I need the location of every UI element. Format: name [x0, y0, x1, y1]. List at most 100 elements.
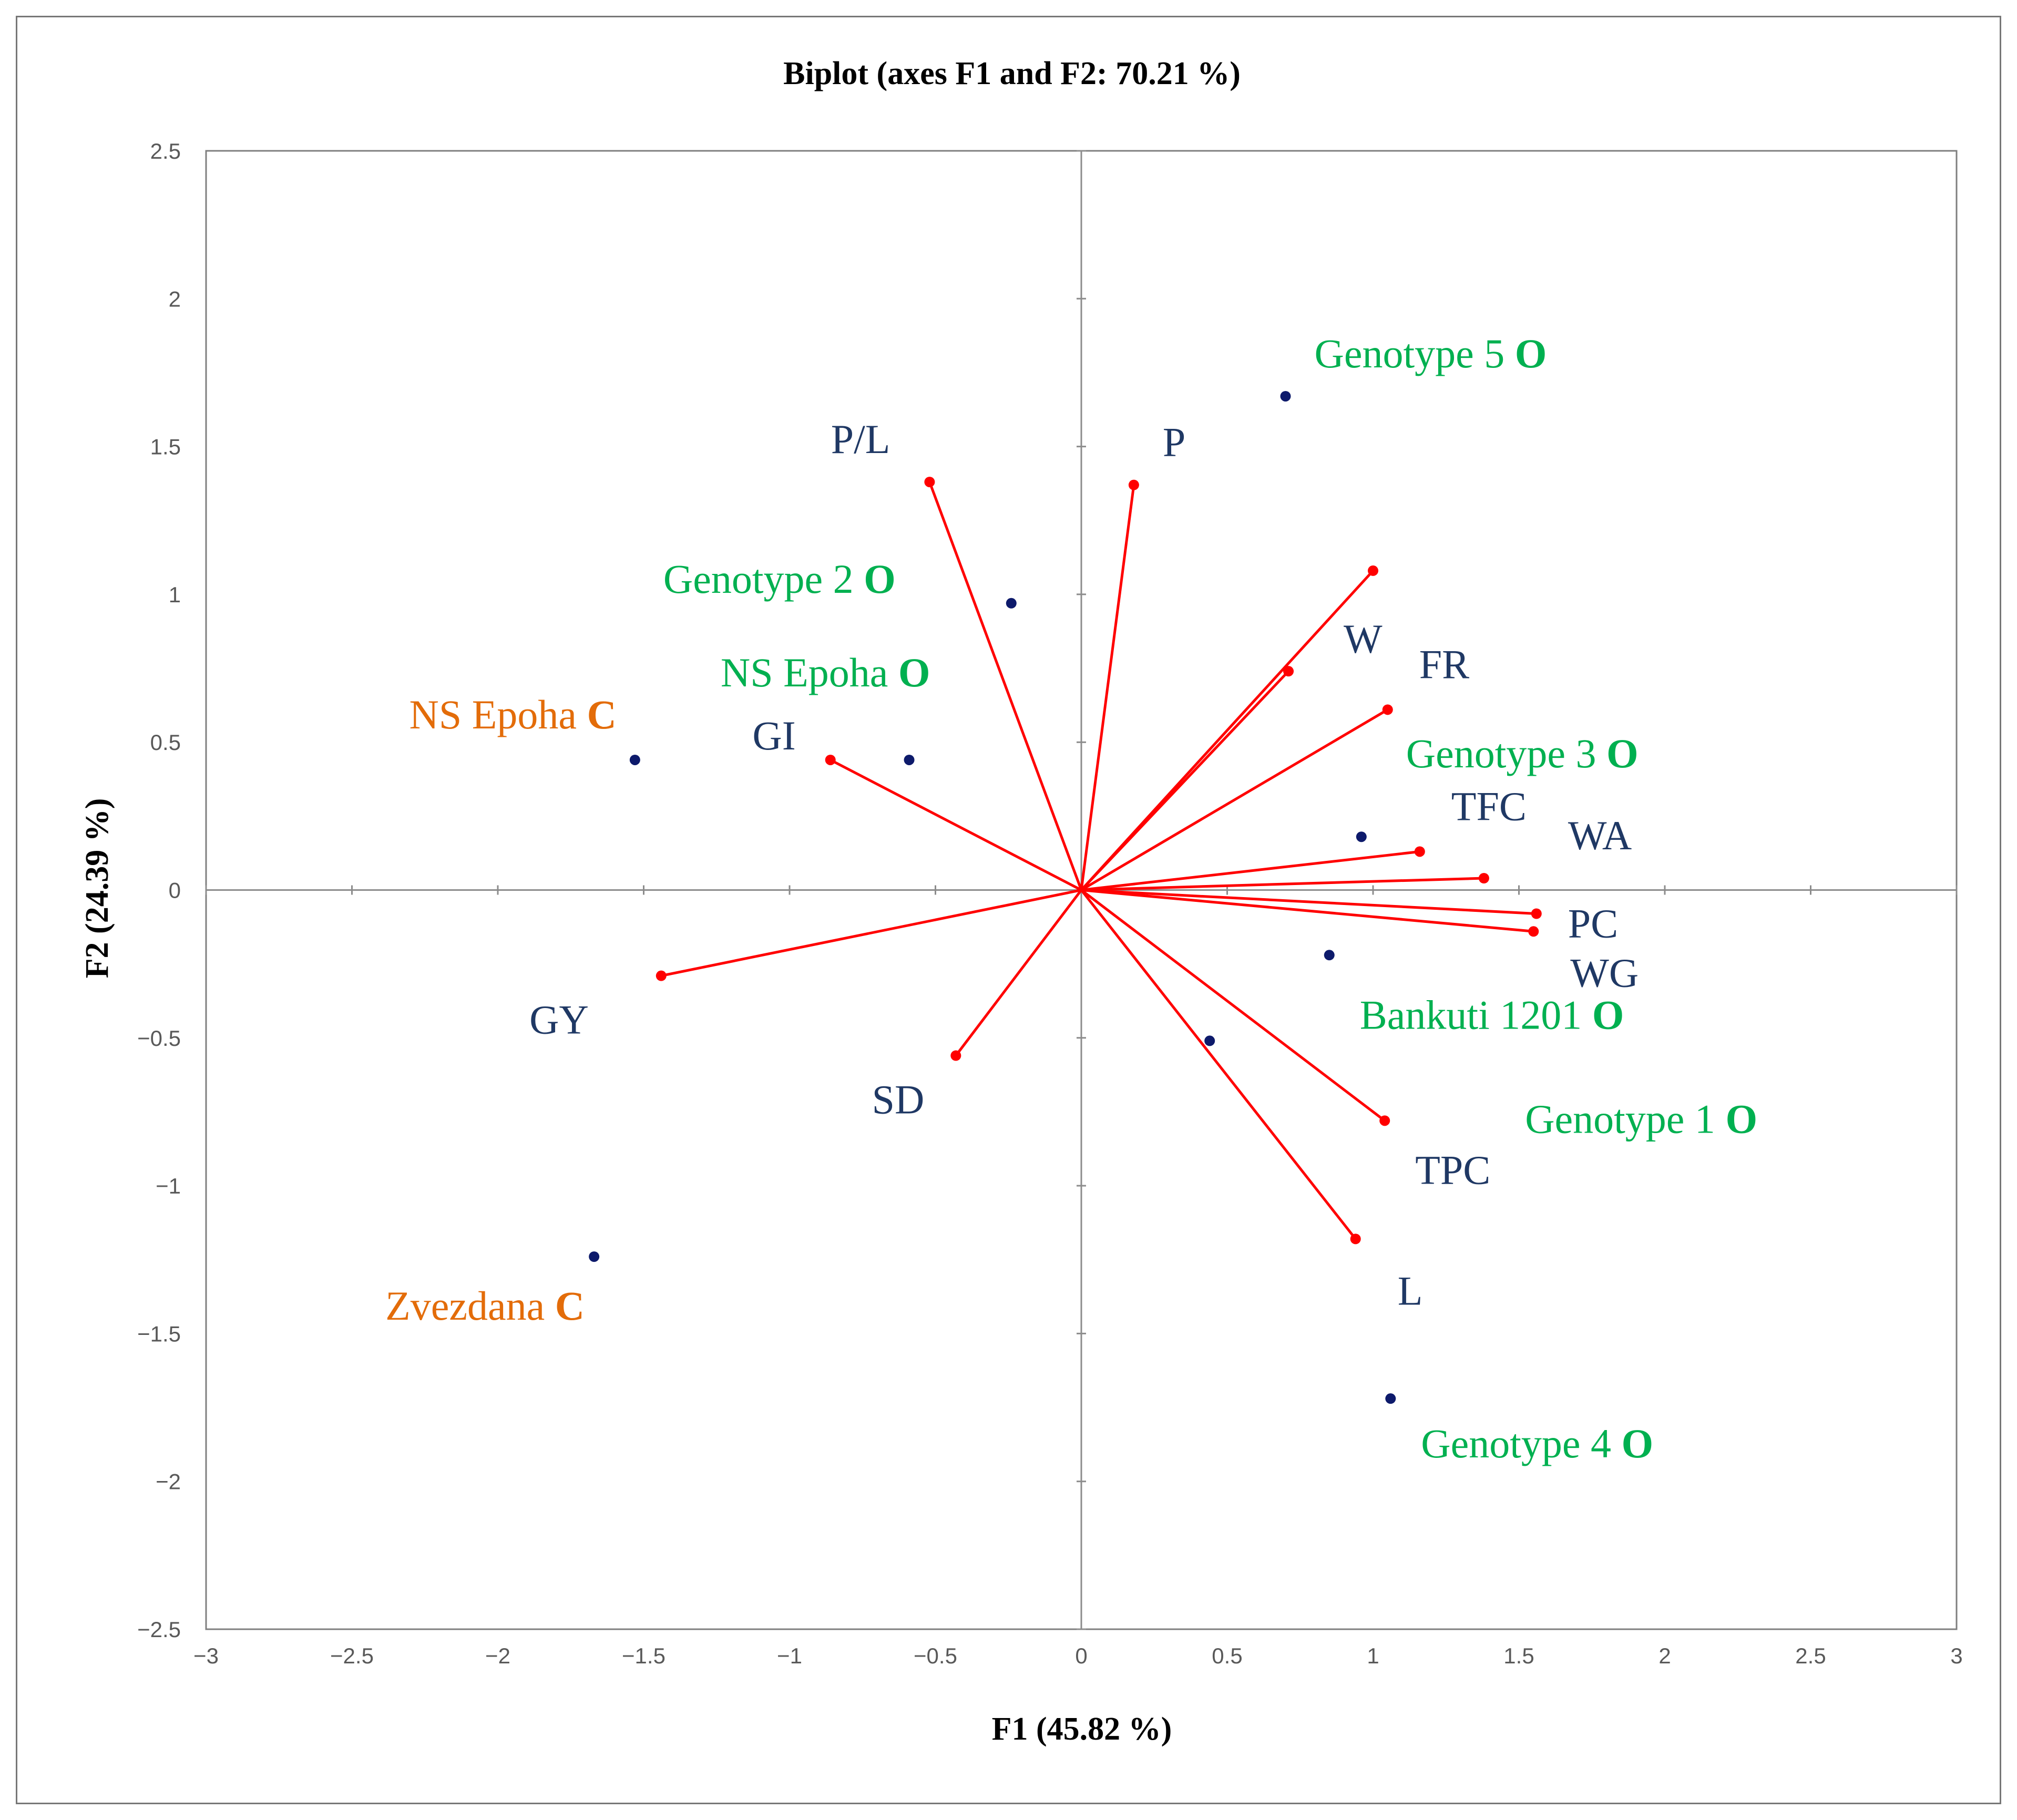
x-tick-label: 0	[1075, 1643, 1087, 1668]
observation-label: Genotype 2 O	[663, 556, 896, 602]
observation-point	[1204, 1035, 1215, 1046]
x-tick-label: −3	[193, 1643, 219, 1668]
observation-points	[589, 390, 1396, 1404]
observation-label: NS Epoha C	[409, 692, 617, 737]
observation-type-letter: O	[864, 556, 896, 602]
x-tick-label: −1	[777, 1643, 802, 1668]
vector-endpoint	[924, 477, 935, 488]
vector-endpoint	[1478, 872, 1489, 883]
vector-endpoint	[1128, 479, 1139, 490]
observation-name: Bankuti 1201	[1360, 992, 1592, 1037]
x-tick-label: −1.5	[622, 1643, 665, 1668]
vector-endpoint	[1528, 926, 1539, 937]
observation-label: Genotype 4 O	[1421, 1421, 1653, 1466]
y-tick-label: 2.5	[150, 139, 181, 163]
y-tick-label: 2	[169, 286, 181, 311]
variable-label: P/L	[831, 416, 890, 462]
x-tick-label: 0.5	[1212, 1643, 1242, 1668]
observation-point	[1356, 831, 1367, 842]
observation-name: Genotype 5	[1315, 331, 1515, 376]
vector-endpoint	[1382, 704, 1393, 715]
observation-point	[1280, 390, 1291, 402]
vector-endpoint	[656, 970, 667, 981]
observation-point	[1324, 950, 1335, 961]
y-tick-label: 0	[169, 878, 181, 903]
observation-name: Zvezdana	[385, 1283, 555, 1329]
x-axis-title: F1 (45.82 %)	[992, 1711, 1172, 1747]
variable-label: WA	[1568, 813, 1632, 858]
x-tick-label: −2.5	[330, 1643, 374, 1668]
vector-endpoint	[1414, 846, 1425, 857]
observation-point	[1006, 598, 1017, 609]
y-tick-label: −1.5	[137, 1321, 181, 1346]
vector-line	[1081, 889, 1537, 916]
variable-label: P	[1163, 419, 1185, 465]
observation-type-letter: O	[1725, 1096, 1757, 1142]
x-tick-label: 1	[1367, 1643, 1379, 1668]
vector-endpoint	[825, 754, 836, 765]
variable-label: FR	[1419, 641, 1469, 687]
vector-line	[1081, 877, 1484, 891]
tick-labels: −3 −2.5 −2 −1.5 −1 −0.5 0 0.5 1 1.5 2 2.5 3 2.5 2 1.5 1 0…	[137, 139, 1963, 1668]
observation-label: Genotype 1 O	[1525, 1096, 1757, 1142]
y-tick-label: −0.5	[137, 1026, 181, 1051]
observation-type-letter: O	[1606, 731, 1639, 776]
vector-line	[830, 758, 1082, 891]
variable-label: W	[1344, 616, 1383, 662]
vector-endpoint	[1368, 565, 1378, 576]
observation-name: NS Epoha	[409, 692, 587, 737]
variable-label: TFC	[1451, 783, 1527, 829]
observation-type-letter: C	[555, 1283, 585, 1329]
variable-label: GI	[752, 713, 795, 758]
variable-label: PC	[1568, 901, 1618, 947]
x-tick-label: 1.5	[1503, 1643, 1534, 1668]
observation-point	[1385, 1393, 1396, 1404]
observation-label: Bankuti 1201 O	[1360, 992, 1624, 1037]
vector-endpoint	[1350, 1233, 1361, 1245]
observation-type-letter: O	[1622, 1421, 1654, 1466]
variable-label: L	[1398, 1268, 1423, 1313]
y-tick-label: −2.5	[137, 1617, 181, 1642]
observation-name: Genotype 2	[663, 556, 864, 602]
y-tick-label: −2	[156, 1469, 181, 1494]
observation-label: Zvezdana C	[385, 1283, 585, 1329]
vector-line	[1080, 889, 1357, 1240]
vector-line	[1081, 889, 1534, 933]
vector-line	[1080, 889, 1386, 1122]
vector-line	[1080, 485, 1135, 890]
observation-point	[904, 754, 915, 765]
vector-line	[1080, 708, 1389, 891]
y-tick-label: 1	[169, 582, 181, 607]
x-tick-label: 2.5	[1795, 1643, 1826, 1668]
y-tick-label: −1	[156, 1174, 181, 1198]
y-tick-label: 1.5	[150, 435, 181, 459]
vector-line	[661, 889, 1082, 978]
vector-endpoint	[1379, 1115, 1390, 1126]
observation-name: Genotype 1	[1525, 1096, 1725, 1142]
variable-label: SD	[872, 1077, 925, 1123]
vector-line	[955, 889, 1082, 1057]
observation-label: Genotype 5 O	[1315, 331, 1547, 376]
vector-endpoint	[1283, 666, 1294, 677]
observation-type-letter: O	[1515, 331, 1547, 376]
vector-endpoint	[950, 1050, 961, 1061]
observation-name: Genotype 4	[1421, 1421, 1621, 1466]
observation-point	[629, 754, 640, 765]
observation-type-letter: C	[587, 692, 617, 737]
x-tick-label: −0.5	[914, 1643, 957, 1668]
observation-point	[589, 1251, 600, 1262]
variable-label: GY	[529, 997, 589, 1043]
vector-line	[1080, 570, 1374, 891]
vector-endpoint	[1531, 908, 1542, 919]
variable-vectors	[656, 477, 1542, 1245]
figure-frame	[16, 16, 2001, 1804]
x-tick-label: 3	[1950, 1643, 1962, 1668]
observation-type-letter: O	[1592, 992, 1624, 1037]
observation-type-letter: O	[898, 650, 930, 695]
vector-line	[1081, 850, 1420, 891]
chart-title: Biplot (axes F1 and F2: 70.21 %)	[783, 56, 1241, 91]
observation-label: Genotype 3 O	[1406, 731, 1639, 776]
observation-label: NS Epoha O	[721, 650, 930, 695]
